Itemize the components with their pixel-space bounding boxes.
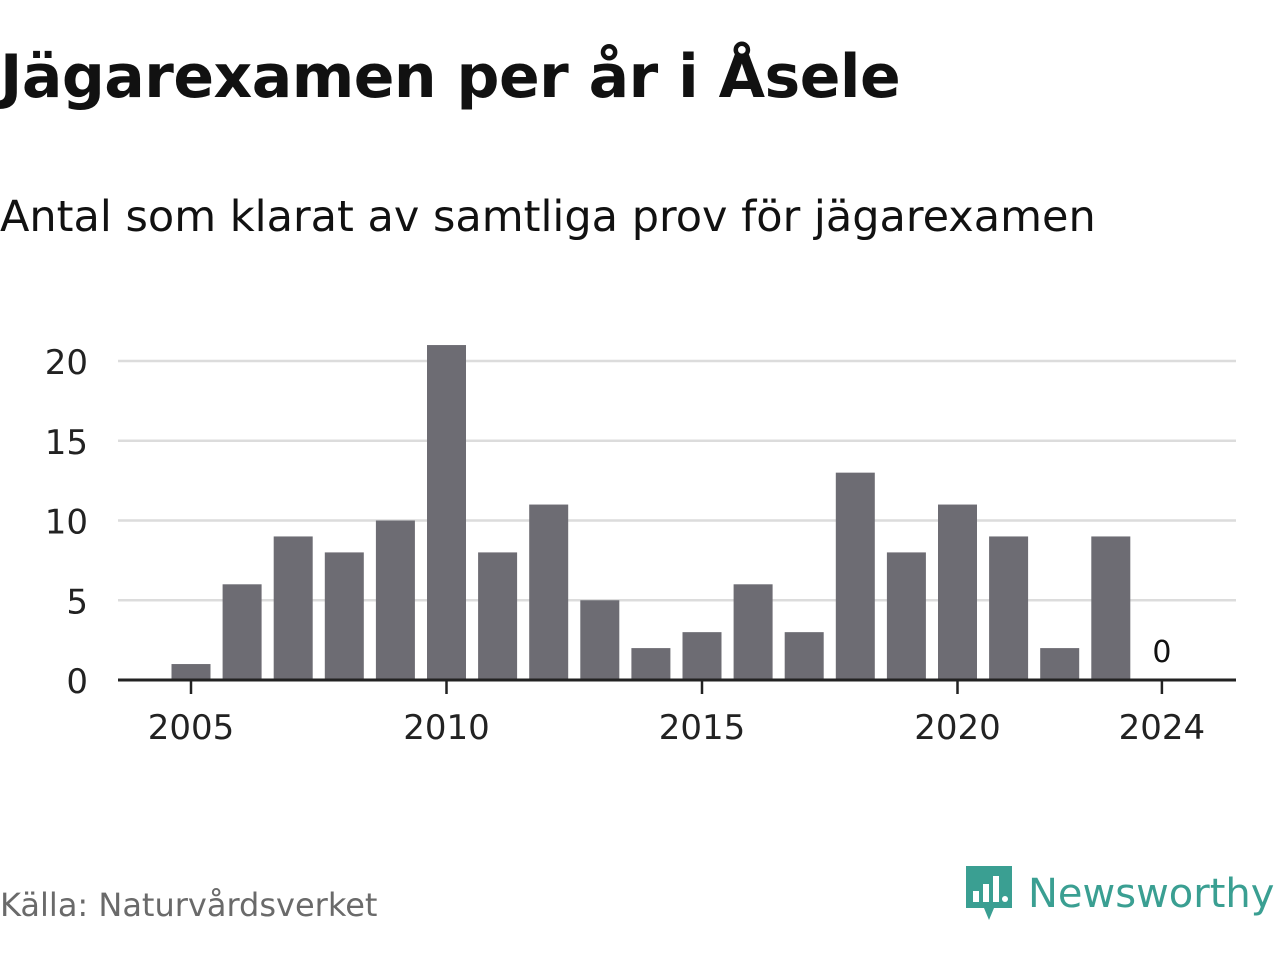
y-tick-label: 10: [45, 503, 88, 543]
bar-2007: [273, 536, 313, 680]
bar-2010: [427, 345, 466, 680]
bars: [171, 345, 1131, 680]
brand-name: Newsworthy: [1028, 871, 1275, 917]
bar-2011: [478, 552, 518, 680]
bar-2014: [631, 648, 671, 680]
bar-2005: [171, 664, 211, 680]
labels: 0: [1152, 635, 1171, 670]
y-tick-label: 0: [66, 662, 88, 702]
bar-2017: [784, 632, 824, 680]
bar-2008: [324, 552, 364, 680]
bar-2015: [682, 632, 722, 680]
bar-2023: [1091, 536, 1131, 680]
bar-2013: [580, 600, 620, 680]
bar-2021: [989, 536, 1029, 680]
x-tick-label: 2010: [403, 708, 490, 748]
bar-2019: [886, 552, 926, 680]
y-tick-label: 5: [66, 582, 88, 622]
y-tick-label: 15: [45, 423, 88, 463]
x-tick-label: 2024: [1119, 708, 1206, 748]
bar-2020: [938, 504, 977, 680]
x-tick-label: 2015: [659, 708, 746, 748]
source-note: Källa: Naturvårdsverket: [0, 886, 378, 924]
chart-title: Jägarexamen per år i Åsele: [0, 42, 901, 112]
bar-2012: [529, 504, 569, 680]
x-tick-label: 2005: [148, 708, 235, 748]
chart-subtitle: Antal som klarat av samtliga prov för jä…: [0, 192, 1096, 242]
x-tick-label: 2020: [914, 708, 1001, 748]
bar-chart: 0 5 10 15 20 2005 2010 2015 2020 2024 0: [45, 343, 1236, 748]
bar-2006: [222, 584, 262, 680]
newsworthy-logo-icon: [966, 866, 1012, 920]
brand-logo: Newsworthy: [964, 864, 1274, 924]
y-tick-label: 20: [45, 343, 88, 383]
bar-2018: [835, 472, 875, 680]
bar-2022: [1040, 648, 1080, 680]
data-label-2024: 0: [1152, 635, 1171, 670]
axes: 0 5 10 15 20 2005 2010 2015 2020 2024: [45, 343, 1236, 748]
bar-2016: [733, 584, 773, 680]
bar-2009: [375, 520, 415, 680]
